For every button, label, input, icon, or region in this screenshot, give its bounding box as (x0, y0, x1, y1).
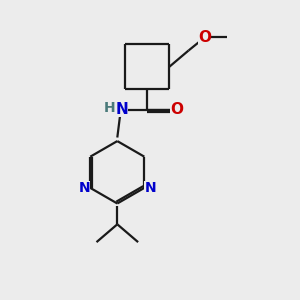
Text: O: O (199, 30, 212, 45)
Text: N: N (145, 181, 156, 195)
Text: O: O (170, 102, 183, 117)
Text: N: N (79, 181, 90, 195)
Text: N: N (116, 102, 128, 117)
Text: H: H (104, 101, 116, 116)
